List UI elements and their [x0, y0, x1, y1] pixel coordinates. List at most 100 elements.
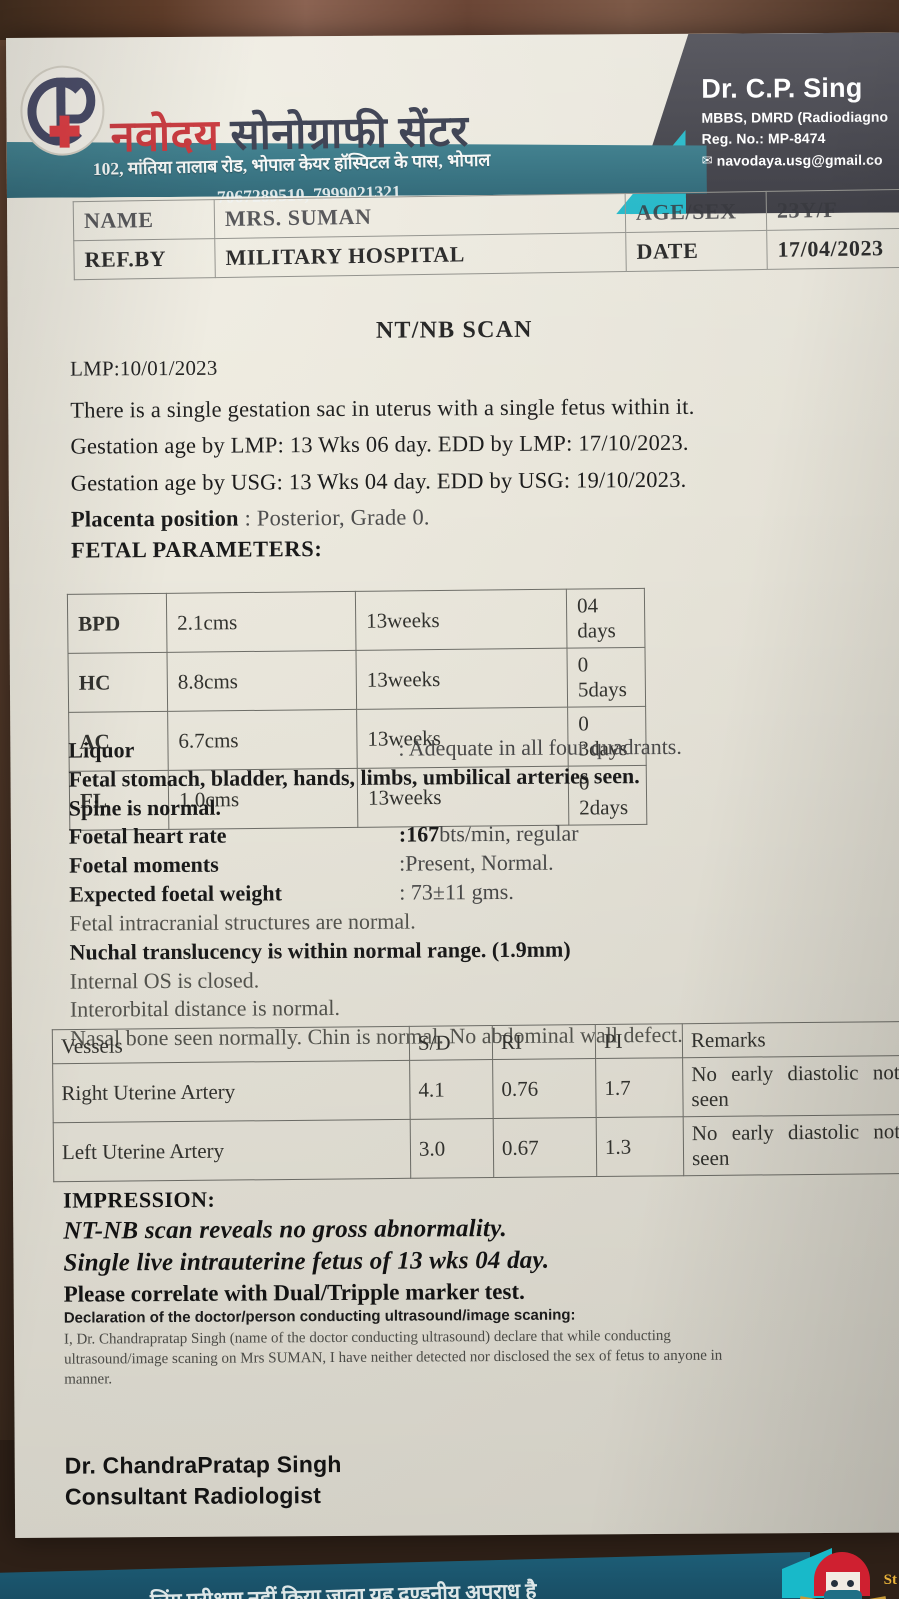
date-label: DATE — [625, 230, 768, 272]
doppler-vessel: Left Uterine Artery — [53, 1119, 411, 1182]
fp-measure: 2.1cms — [166, 591, 356, 653]
doppler-header-sd: S/D — [409, 1025, 493, 1061]
fp-measure: 8.8cms — [167, 650, 357, 712]
fhr-row: Foetal heart rate :167bts/min, regular — [69, 819, 899, 851]
doppler-header-vessels: Vessels — [52, 1026, 410, 1064]
liquor-value: : Adequate in all four quadrants. — [398, 733, 682, 761]
spine-line: Spine is normal. — [68, 794, 221, 821]
movements-row: Foetal moments :Present, Normal. — [69, 848, 899, 880]
signature-doctor-name: Dr. ChandraPratap Singh — [64, 1450, 342, 1479]
envelope-icon: ✉ — [701, 152, 713, 168]
impression-line-3: Please correlate with Dual/Tripple marke… — [63, 1278, 525, 1307]
fhr-unit: bts/min, regular — [439, 821, 579, 847]
agesex-label: AGE/SEX — [625, 191, 767, 233]
fp-key: BPD — [67, 593, 168, 654]
doppler-ri: 0.76 — [492, 1058, 597, 1119]
fhr-value: :167bts/min, regular — [399, 821, 579, 849]
fp-days: 04 days — [566, 588, 645, 649]
interorbital-line: Interorbital distance is normal. — [69, 995, 341, 1023]
fp-days: 0 5days — [566, 647, 646, 708]
fetal-parameters-heading: FETAL PARAMETERS: — [71, 535, 323, 563]
internal-os-line: Internal OS is closed. — [69, 967, 260, 994]
doppler-vessel: Right Uterine Artery — [52, 1060, 411, 1123]
doppler-remarks-line2: seen — [691, 1145, 730, 1171]
doppler-pi: 1.3 — [596, 1116, 684, 1177]
mascot-eye-right — [847, 1580, 854, 1587]
patient-info-table: NAME MRS. SUMAN AGE/SEX 23Y/F REF.BY MIL… — [73, 189, 899, 280]
lmp-line: LMP:10/01/2023 — [69, 355, 218, 381]
refby-label: REF.BY — [73, 238, 216, 280]
doppler-table: Vessels S/D RI PI Remarks Right Uterine … — [52, 1021, 899, 1182]
name-value: MRS. SUMAN — [214, 193, 626, 239]
declaration-heading: Declaration of the doctor/person conduct… — [63, 1306, 576, 1327]
doppler-remarks-line1: No early diastolic not — [691, 1060, 899, 1087]
fp-weeks: 13weeks — [355, 589, 567, 651]
report-body: LMP:10/01/2023 There is a single gestati… — [70, 351, 891, 567]
declaration-section: Declaration of the doctor/person conduct… — [64, 1305, 899, 1391]
date-value: 17/04/2023 — [766, 228, 899, 270]
liquor-label: Liquor — [68, 737, 135, 763]
fp-weeks: 13weeks — [355, 648, 568, 710]
impression-section: IMPRESSION: NT-NB scan reveals no gross … — [63, 1183, 899, 1308]
agesex-value: 23Y/F — [766, 189, 899, 231]
weight-label: Expected foetal weight — [69, 880, 282, 907]
placenta-line: Placenta position : Posterior, Grade 0. — [71, 501, 891, 535]
impression-line-2: Single live intrauterine fetus of 13 wks… — [63, 1246, 550, 1277]
placenta-value: : Posterior, Grade 0. — [244, 504, 430, 531]
doppler-ri: 0.67 — [493, 1117, 597, 1178]
weight-value: : 73±11 gms. — [399, 879, 514, 905]
signature-block: Dr. ChandraPratap Singh Consultant Radio… — [65, 1451, 342, 1511]
gestation-age-lmp-line: Gestation age by LMP: 13 Wks 06 day. EDD… — [70, 430, 689, 459]
footer-banner: लिंग परीक्षण नहीं किया जाता यह दण्डनीय अ… — [0, 1530, 899, 1599]
doppler-header-ri: RI — [492, 1024, 596, 1060]
doppler-table-wrap: Vessels S/D RI PI Remarks Right Uterine … — [52, 1021, 899, 1182]
doctor-qualification: MBBS, DMRD (Radiodiagno — [701, 108, 889, 126]
fp-key: HC — [68, 652, 168, 713]
doctor-email: navodaya.usg@gmail.co — [716, 151, 883, 169]
movements-value: :Present, Normal. — [398, 849, 554, 876]
doctor-name: Dr. C.P. Sing — [701, 72, 863, 104]
doctor-credentials-panel: Dr. C.P. Sing MBBS, DMRD (Radiodiagno Re… — [659, 73, 899, 169]
movements-label: Foetal moments — [68, 852, 219, 878]
doppler-remarks-line1: No early diastolic not — [691, 1119, 899, 1146]
clinic-logo — [14, 61, 107, 158]
placenta-label: Placenta position — [70, 505, 239, 532]
mascot-eye-left — [831, 1580, 838, 1587]
table-row: Right Uterine Artery 4.1 0.76 1.7 No ear… — [52, 1055, 899, 1123]
table-row: BPD 2.1cms 13weeks 04 days — [67, 588, 645, 654]
doppler-header-remarks: Remarks — [682, 1021, 899, 1058]
signature-doctor-role: Consultant Radiologist — [64, 1482, 322, 1510]
fhr-label: Foetal heart rate — [68, 823, 227, 850]
doppler-remarks: No early diastolic not seen — [682, 1055, 899, 1117]
impression-heading: IMPRESSION: — [63, 1186, 216, 1213]
scan-title: NT/NB SCAN — [375, 316, 533, 344]
report-paper-sheet: नवोदय सोनोग्राफी सेंटर 102, मांतिया ताला… — [6, 32, 899, 1538]
mascot-girl-illustration — [799, 1552, 887, 1599]
doppler-pi: 1.7 — [595, 1057, 684, 1118]
name-label: NAME — [73, 199, 215, 241]
doctor-registration: Reg. No.: MP-8474 — [701, 129, 826, 147]
doctor-email-row: ✉ navodaya.usg@gmail.co — [702, 152, 899, 169]
intracranial-line: Fetal intracranial structures are normal… — [69, 908, 416, 936]
organs-line: Fetal stomach, bladder, hands, limbs, um… — [68, 762, 640, 792]
footer-edge-text: St — [883, 1572, 897, 1588]
declaration-body: I, Dr. Chandrapratap Singh (name of the … — [63, 1327, 723, 1388]
fhr-number: :167 — [398, 821, 440, 848]
doppler-remarks: No early diastolic not seen — [683, 1114, 899, 1176]
mascot-mask — [824, 1590, 862, 1599]
doppler-header-pi: PI — [595, 1023, 683, 1059]
impression-line-1: NT-NB scan reveals no gross abnormality. — [63, 1214, 508, 1245]
doppler-sd: 3.0 — [410, 1118, 494, 1179]
refby-value: MILITARY HOSPITAL — [214, 232, 627, 278]
gestation-age-usg-line: Gestation age by USG: 13 Wks 04 day. EDD… — [70, 466, 687, 496]
findings-section: Liquor : Adequate in all four quadrants.… — [68, 733, 899, 1055]
table-row: Left Uterine Artery 3.0 0.67 1.3 No earl… — [53, 1114, 899, 1182]
intro-line: There is a single gestation sac in uteru… — [70, 393, 695, 423]
medical-cross-icon-bar — [49, 125, 80, 137]
liquor-row: Liquor : Adequate in all four quadrants. — [68, 733, 898, 765]
table-row: HC 8.8cms 13weeks 0 5days — [68, 647, 646, 713]
doppler-remarks-line2: seen — [691, 1086, 729, 1112]
nuchal-translucency-line: Nuchal translucency is within normal ran… — [69, 936, 571, 965]
doppler-sd: 4.1 — [409, 1059, 494, 1120]
weight-row: Expected foetal weight : 73±11 gms. — [69, 877, 899, 909]
